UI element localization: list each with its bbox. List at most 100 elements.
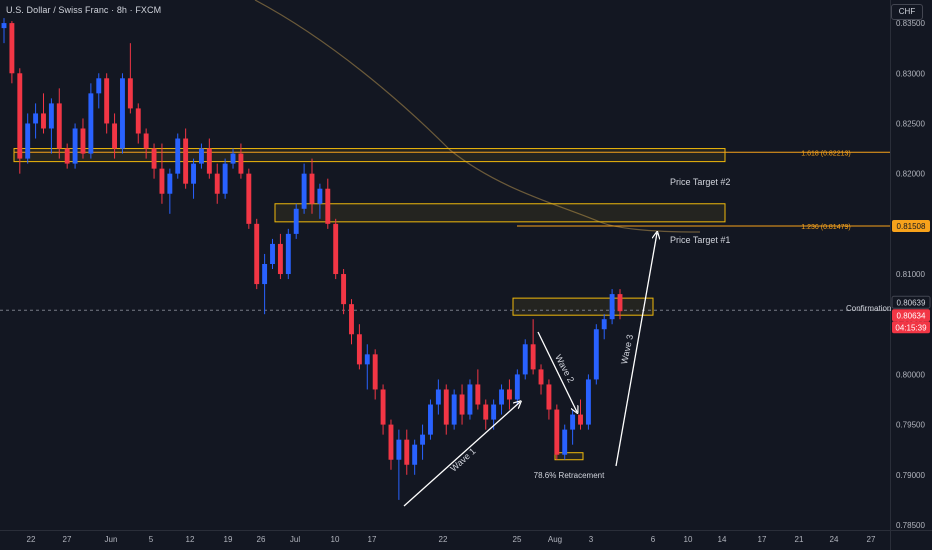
y-tick-label: 0.80000: [896, 370, 925, 379]
currency-button[interactable]: CHF: [891, 4, 923, 20]
candle-body: [593, 329, 599, 380]
annotation-wave-3: Wave 3: [619, 334, 635, 366]
candle-body: [222, 163, 228, 194]
candle-body: [428, 404, 433, 435]
candle-body: [380, 389, 386, 425]
candle-body: [25, 123, 31, 159]
candle-body: [506, 389, 512, 400]
candle-body: [396, 439, 402, 460]
candle-body: [56, 103, 62, 149]
annotation-wave-2: Wave 2: [553, 353, 576, 384]
candle-body: [9, 23, 15, 74]
candle-body: [262, 263, 268, 285]
candle-body: [317, 188, 323, 204]
price-label-confirmation-bg: [891, 295, 931, 309]
candle-body: [451, 394, 457, 425]
candle-body: [96, 78, 102, 94]
x-tick-label: 17: [368, 535, 377, 544]
candle-body: [17, 73, 23, 159]
candle-body: [341, 274, 347, 305]
candle-body: [530, 344, 536, 370]
candle-body: [41, 113, 46, 129]
candle-body: [546, 384, 552, 410]
candle-body: [609, 294, 615, 320]
candle-body: [364, 354, 370, 365]
annotation-retracement: 78.6% Retracement: [534, 471, 605, 480]
candle-body: [120, 78, 125, 149]
price-label-confirmation: 0.80639: [897, 298, 926, 307]
candle-body: [183, 138, 189, 184]
wave-1-arrow: [403, 402, 520, 507]
y-tick-label: 0.81000: [896, 270, 925, 279]
annotation-price-target-2: Price Target #2: [670, 177, 730, 187]
x-tick-label: 6: [651, 535, 656, 544]
x-tick-label: 10: [684, 535, 693, 544]
candle-body: [522, 344, 528, 375]
price-label-countdown: 04:15:39: [895, 323, 927, 332]
candle-body: [143, 133, 149, 149]
x-tick-label: 19: [224, 535, 233, 544]
x-tick-label: 22: [27, 535, 36, 544]
candle-body: [475, 384, 481, 405]
candle-body: [104, 78, 110, 124]
candle-body: [270, 243, 275, 264]
candle-body: [127, 78, 133, 109]
candle-body: [238, 153, 244, 174]
candle-body: [562, 429, 568, 455]
candle-body: [293, 208, 299, 234]
y-tick-label: 0.79500: [896, 421, 925, 430]
price-label-current: 0.80634: [897, 311, 926, 320]
candle-body: [514, 374, 520, 400]
candle-body: [499, 389, 504, 405]
candle-body: [246, 173, 252, 224]
candle-body: [167, 173, 173, 194]
x-tick-label: Jul: [290, 535, 300, 544]
y-tick-label: 0.83500: [896, 19, 925, 28]
x-tick-label: 27: [867, 535, 876, 544]
candle-body: [175, 138, 181, 174]
y-tick-label: 0.83000: [896, 69, 925, 78]
candle-body: [404, 439, 410, 465]
x-tick-label: 27: [63, 535, 72, 544]
candle-body: [372, 354, 378, 390]
annotation-wave-1: Wave 1: [448, 446, 477, 474]
x-tick-label: Aug: [548, 535, 562, 544]
candle-body: [159, 168, 165, 194]
candle-body: [277, 243, 283, 275]
x-tick-label: 5: [149, 535, 154, 544]
candle-body: [48, 103, 54, 129]
candle-body: [443, 389, 449, 425]
candle-body: [301, 173, 307, 209]
target-zone-2: [13, 148, 726, 163]
fib-level-label: 1.618 (0.82213): [801, 150, 850, 157]
candle-body: [135, 108, 141, 134]
y-tick-label: 0.82500: [896, 119, 925, 128]
price-label-fib: 0.81508: [897, 222, 926, 231]
candle-body: [206, 148, 212, 174]
candle-body: [88, 93, 94, 154]
candle-body: [356, 334, 362, 365]
y-tick-label: 0.79000: [896, 471, 925, 480]
x-tick-label: Jun: [105, 535, 118, 544]
x-tick-label: 22: [439, 535, 448, 544]
fib-level-label: 1.236 (0.81479): [801, 224, 850, 231]
price-label-countdown-bg: [892, 321, 930, 334]
price-label-fib-bg: [892, 219, 930, 232]
x-tick-label: 17: [758, 535, 767, 544]
x-tick-label: 3: [589, 535, 594, 544]
candle-body: [554, 409, 560, 455]
price-label-current-bg: [892, 309, 930, 322]
wave-2-arrow: [537, 331, 577, 412]
candle-body: [285, 233, 291, 275]
candle-body: [349, 304, 354, 335]
symbol-title: U.S. Dollar / Swiss Franc · 8h · FXCM: [6, 5, 162, 15]
target-zone-1: [274, 203, 726, 223]
x-tick-label: 25: [513, 535, 522, 544]
candle-body: [412, 444, 418, 465]
candle-body: [1, 23, 7, 29]
x-tick-label: 10: [331, 535, 340, 544]
candle-body: [617, 294, 623, 312]
wave-3-arrow: [615, 233, 657, 467]
